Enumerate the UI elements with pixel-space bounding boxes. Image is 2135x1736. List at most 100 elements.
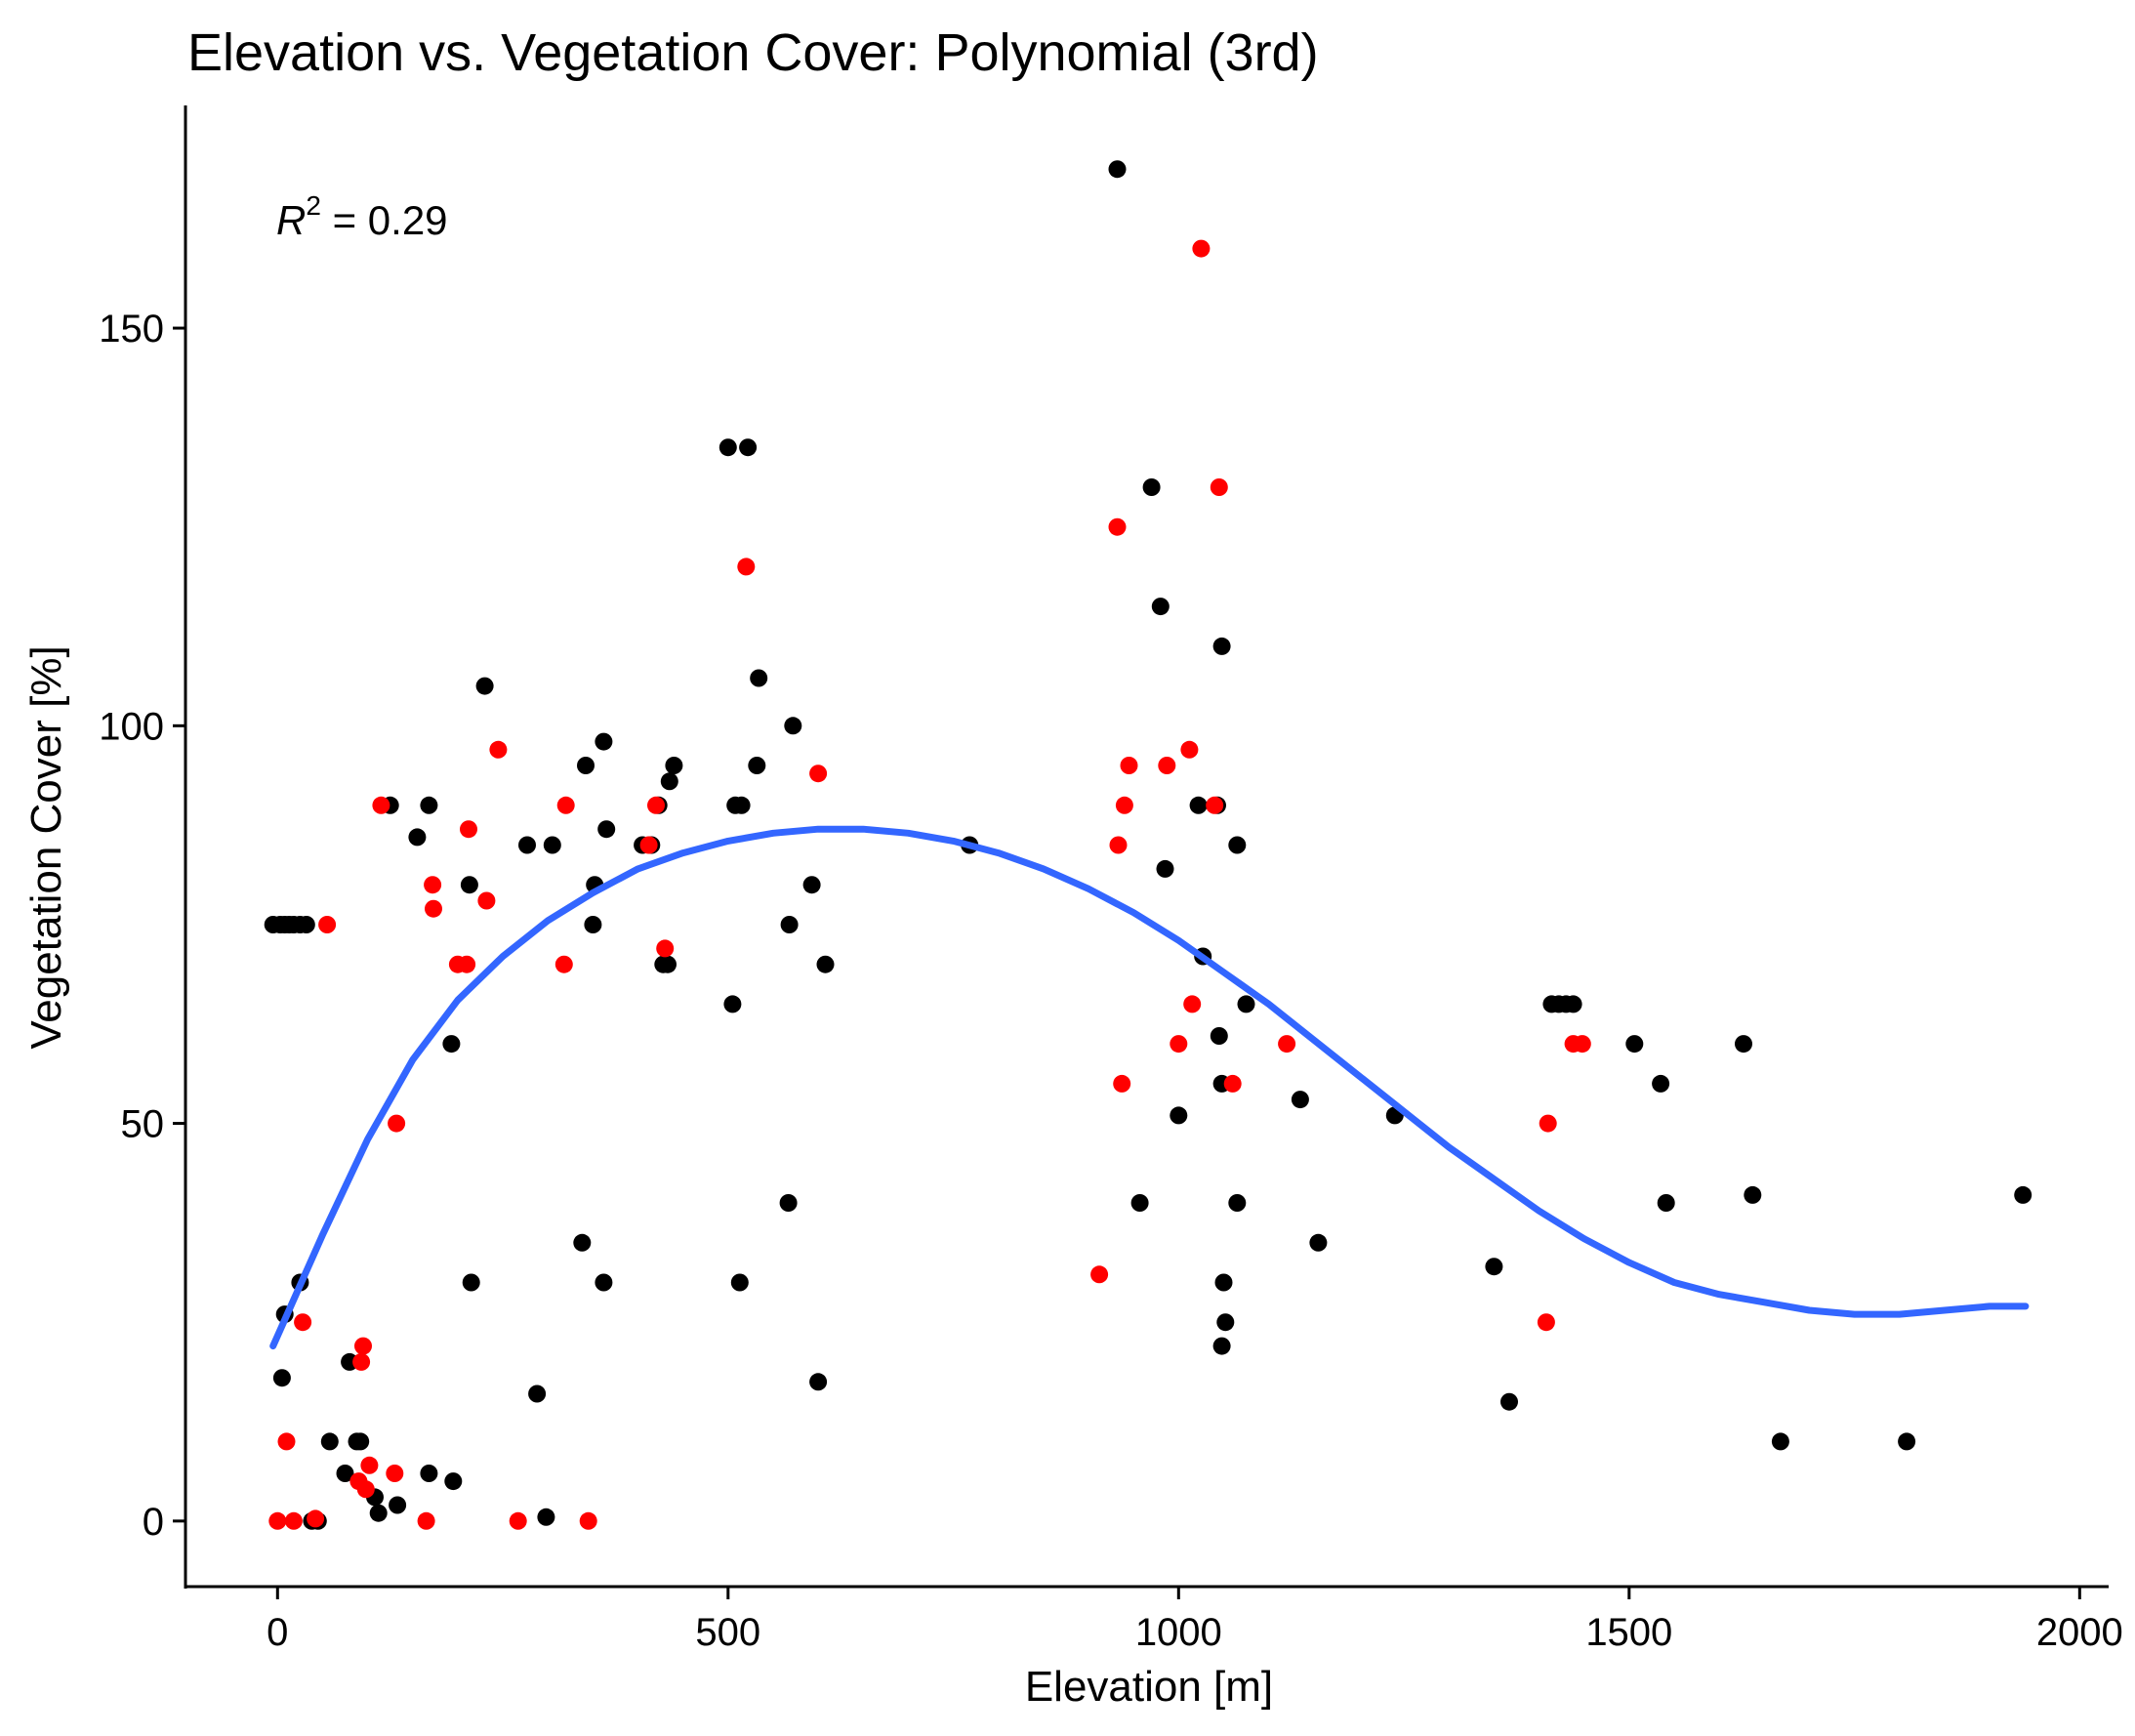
data-point [1291, 1091, 1309, 1109]
data-point [1625, 1035, 1644, 1054]
plot-area [264, 160, 2032, 1530]
data-point [659, 955, 677, 973]
data-point [639, 836, 658, 854]
y-axis-title: Vegetation Cover [%] [22, 645, 70, 1049]
data-point [656, 939, 675, 958]
y-tick-label: 50 [121, 1103, 165, 1146]
r-squared-value: = 0.29 [321, 197, 448, 243]
data-point [307, 1509, 325, 1528]
data-point [554, 955, 573, 973]
data-point [1108, 160, 1127, 179]
data-point [284, 1511, 303, 1530]
data-point [1214, 1273, 1233, 1292]
y-tick-label: 150 [99, 308, 164, 351]
data-point [272, 1369, 291, 1387]
data-point [537, 1508, 555, 1526]
data-point [336, 1465, 354, 1482]
data-point [730, 1273, 749, 1292]
data-point [1212, 637, 1231, 655]
data-point [665, 757, 683, 774]
data-point [2014, 1185, 2032, 1204]
data-point [1309, 1233, 1328, 1252]
data-point [1151, 598, 1170, 616]
data-point [1192, 239, 1211, 258]
data-point [460, 876, 478, 894]
data-point [1735, 1035, 1752, 1054]
data-point [1170, 1035, 1188, 1054]
data-point [577, 757, 595, 774]
data-point [360, 1456, 379, 1474]
data-point [723, 995, 742, 1013]
data-point [277, 1432, 296, 1451]
data-point [584, 916, 602, 933]
data-point [1142, 478, 1161, 496]
data-point [509, 1511, 527, 1530]
data-point [1228, 1194, 1247, 1212]
x-tick-label: 0 [267, 1611, 288, 1654]
data-point [386, 1465, 404, 1482]
y-tick-label: 100 [99, 705, 164, 748]
data-point [320, 1432, 339, 1451]
data-point [1657, 1194, 1675, 1212]
data-point [1210, 478, 1228, 496]
data-point [417, 1511, 435, 1530]
data-point [489, 740, 508, 759]
chart-title: Elevation vs. Vegetation Cover: Polynomi… [187, 23, 1319, 82]
data-point [1180, 740, 1199, 759]
data-point [1183, 995, 1202, 1013]
data-point [647, 796, 665, 814]
data-point [1228, 836, 1247, 854]
data-point [1130, 1194, 1149, 1212]
data-point [458, 955, 476, 973]
data-point [444, 1472, 463, 1491]
data-point [1108, 517, 1127, 536]
data-point [420, 1465, 438, 1482]
data-point [737, 558, 756, 576]
data-point [1564, 995, 1582, 1013]
data-point [420, 796, 438, 814]
data-point [354, 1337, 372, 1355]
data-point [351, 1432, 370, 1451]
data-point [294, 1313, 312, 1332]
data-point [1485, 1258, 1503, 1276]
r-squared-symbol: R [276, 197, 306, 243]
data-point [268, 1511, 287, 1530]
data-point [784, 717, 802, 735]
data-point [750, 669, 768, 687]
data-point [388, 1114, 406, 1133]
data-point [352, 1352, 371, 1371]
y-axis-ticks: 0 50 100 150 [99, 308, 185, 1544]
data-point [518, 836, 536, 854]
data-point [1539, 1114, 1557, 1133]
data-point [297, 916, 315, 933]
data-point [779, 1194, 798, 1212]
data-point [477, 891, 496, 910]
data-point [1652, 1074, 1670, 1093]
data-point [1109, 836, 1128, 854]
data-point [462, 1273, 480, 1292]
x-tick-label: 1000 [1135, 1611, 1222, 1654]
data-point [1573, 1035, 1591, 1054]
data-point [1278, 1035, 1296, 1054]
polynomial-fit-line [269, 825, 2030, 1350]
x-tick-label: 1500 [1585, 1611, 1672, 1654]
data-point [318, 916, 337, 933]
data-point [460, 820, 477, 839]
data-point [739, 438, 758, 457]
data-point [556, 796, 575, 814]
data-point [809, 765, 828, 783]
data-point [1216, 1313, 1235, 1332]
y-tick-label: 0 [143, 1501, 164, 1544]
data-point [802, 876, 821, 894]
data-point [1500, 1392, 1518, 1411]
data-point [1898, 1432, 1916, 1451]
x-axis-ticks: 0 500 1000 1500 2000 [267, 1587, 2123, 1654]
x-axis-title: Elevation [m] [1025, 1663, 1273, 1711]
data-point [1210, 1027, 1228, 1045]
data-point [1212, 1337, 1231, 1355]
data-point [573, 1233, 592, 1252]
data-point [660, 772, 678, 791]
data-point [408, 828, 427, 847]
data-point [595, 732, 613, 751]
